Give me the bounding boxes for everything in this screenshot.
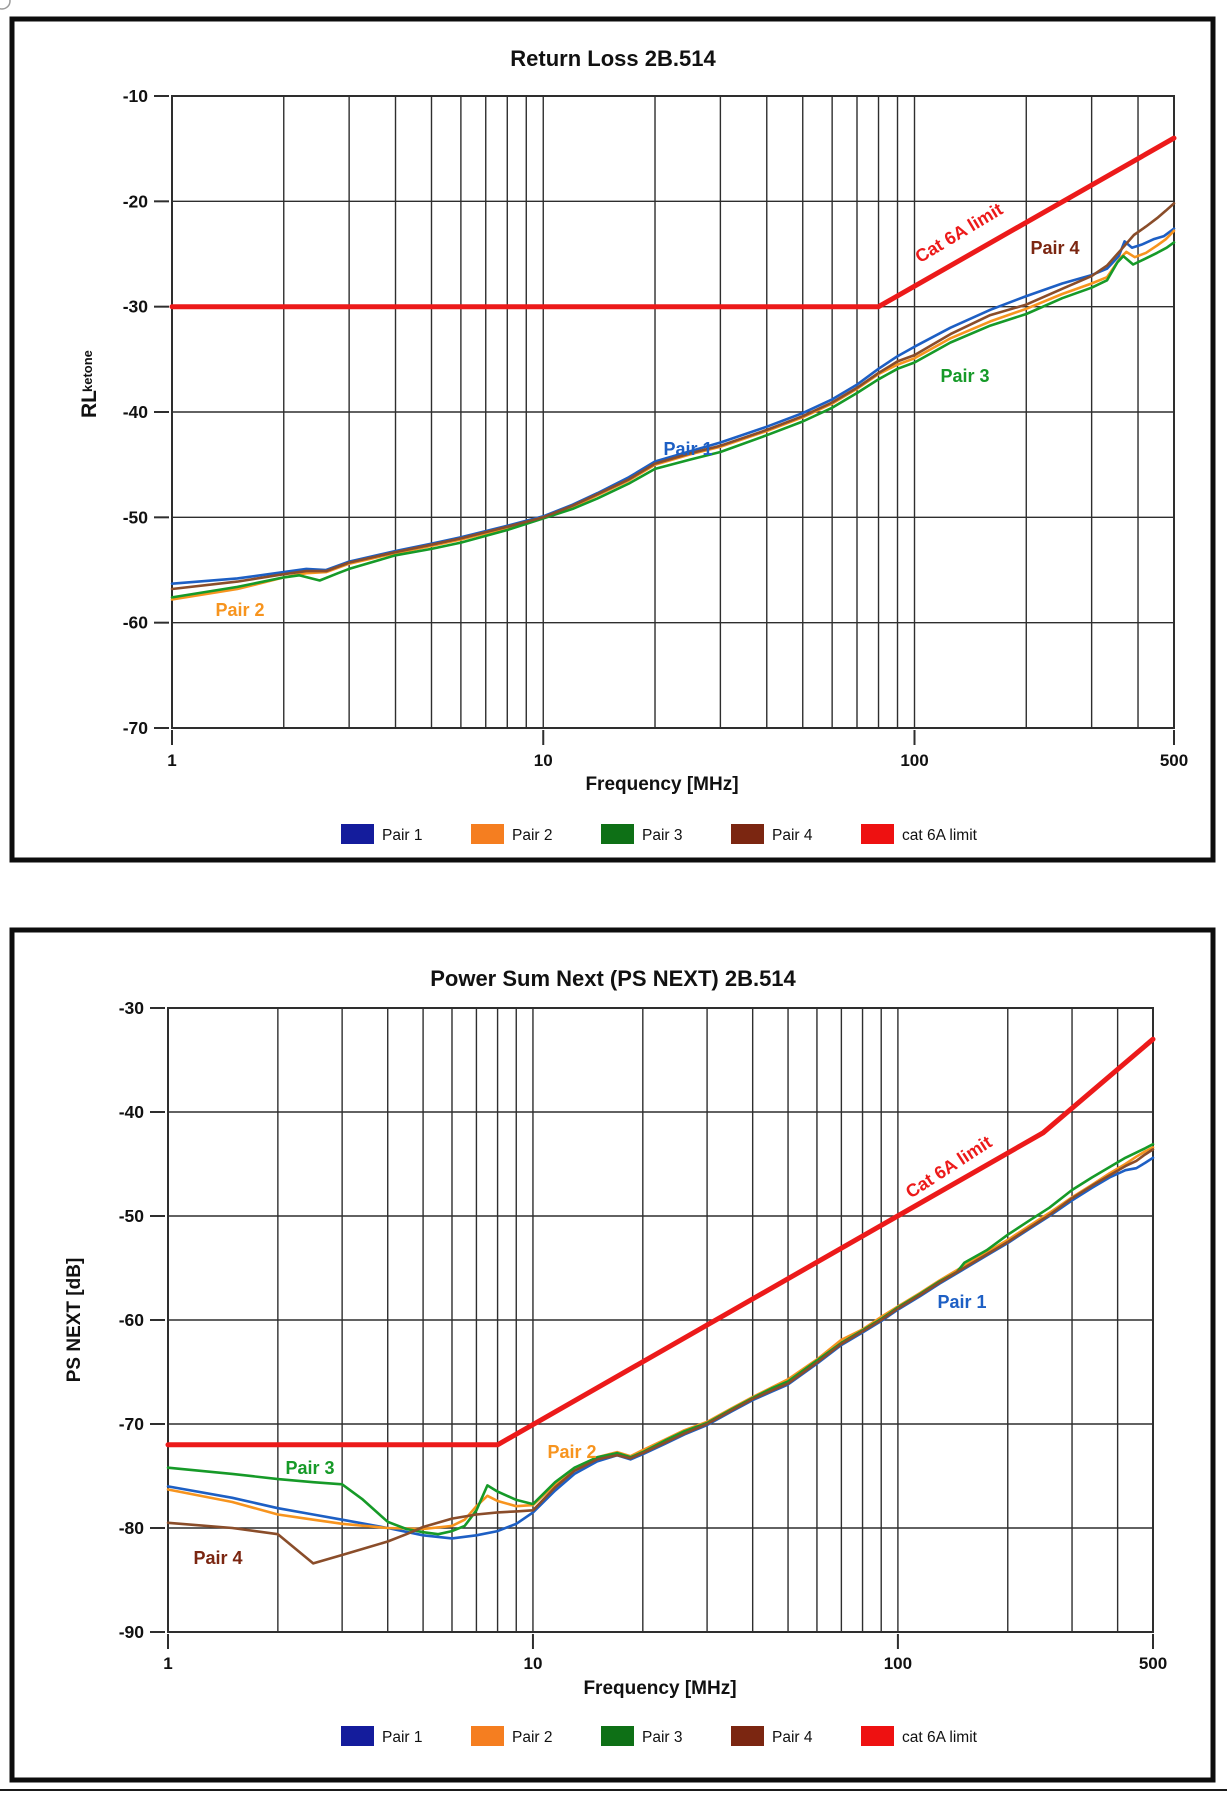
legend-swatch — [731, 824, 764, 844]
annotation-pair-4: Pair 4 — [1030, 238, 1079, 258]
legend-label: Pair 4 — [772, 1729, 813, 1746]
chart-title: Return Loss 2B.514 — [510, 46, 716, 71]
x-tick-label: 500 — [1160, 751, 1188, 770]
chart-frame — [9, 16, 1216, 863]
y-tick-label: -40 — [123, 402, 149, 422]
legend-item-pair-4: Pair 4 — [731, 824, 813, 844]
annotation-cat-6a-limit: Cat 6A limit — [912, 199, 1007, 267]
x-tick-label: 1 — [167, 751, 176, 770]
corner-circle-decoration — [0, 0, 11, 10]
y-tick-label: -30 — [123, 297, 149, 317]
x-tick-label: 500 — [1139, 1654, 1167, 1673]
x-axis-label: Frequency [MHz] — [583, 1678, 736, 1699]
y-tick-label: -20 — [123, 191, 149, 211]
series-line-pair-1 — [170, 227, 1176, 586]
legend-label: Pair 1 — [382, 1729, 423, 1746]
y-axis-label: RLketone — [78, 350, 101, 418]
legend-swatch — [341, 1726, 374, 1746]
y-tick-label: -40 — [119, 1102, 145, 1122]
annotation-pair-1: Pair 1 — [937, 1292, 986, 1312]
bottom-page-rule — [0, 1789, 1227, 1791]
legend-label: Pair 2 — [512, 1729, 553, 1746]
legend-swatch — [471, 1726, 504, 1746]
y-tick-label: -80 — [119, 1518, 145, 1538]
legend-label: Pair 3 — [642, 827, 683, 844]
annotation-pair-3: Pair 3 — [940, 366, 989, 386]
annotation-pair-1: Pair 1 — [663, 439, 712, 459]
legend-item-pair-1: Pair 1 — [341, 1726, 423, 1746]
x-tick-label: 100 — [900, 751, 928, 770]
series-line-cat-6a-limit — [165, 1036, 1156, 1448]
y-tick-label: -10 — [123, 86, 149, 106]
legend-item-pair-3: Pair 3 — [601, 824, 683, 844]
annotation-pair-3: Pair 3 — [285, 1458, 334, 1478]
legend-item-pair-2: Pair 2 — [471, 824, 553, 844]
legend-label: cat 6A limit — [902, 827, 978, 844]
x-tick-label: 1 — [163, 1654, 172, 1673]
y-tick-label: -90 — [119, 1622, 145, 1642]
legend-swatch — [601, 824, 634, 844]
legend-item-pair-1: Pair 1 — [341, 824, 423, 844]
legend-item-cat-6a-limit: cat 6A limit — [861, 1726, 978, 1746]
y-axis-label: PS NEXT [dB] — [64, 1258, 85, 1383]
plot-border — [171, 95, 1175, 729]
legend-item-pair-4: Pair 4 — [731, 1726, 813, 1746]
plot-border — [167, 1007, 1154, 1633]
legend-swatch — [471, 824, 504, 844]
y-tick-label: -60 — [123, 613, 149, 633]
legend-label: cat 6A limit — [902, 1729, 978, 1746]
legend-swatch — [601, 1726, 634, 1746]
legend-label: Pair 3 — [642, 1729, 683, 1746]
chart-title: Power Sum Next (PS NEXT) 2B.514 — [430, 966, 796, 991]
x-axis-label: Frequency [MHz] — [585, 774, 738, 795]
y-tick-label: -70 — [119, 1414, 145, 1434]
series-line-pair-4 — [166, 1148, 1155, 1565]
y-tick-label: -50 — [123, 507, 149, 527]
legend-label: Pair 1 — [382, 827, 423, 844]
series-line-pair-4 — [170, 202, 1176, 591]
legend-swatch — [861, 1726, 894, 1746]
legend-swatch — [861, 824, 894, 844]
legend-item-cat-6a-limit: cat 6A limit — [861, 824, 978, 844]
annotation-pair-4: Pair 4 — [193, 1548, 242, 1568]
annotation-pair-2: Pair 2 — [547, 1442, 596, 1462]
y-tick-label: -60 — [119, 1310, 145, 1330]
chart-1: Return Loss 2B.514 1 10 100 500 -10 -20 -30 -40 -… — [9, 16, 1216, 863]
annotation-pair-2: Pair 2 — [215, 600, 264, 620]
legend-swatch — [731, 1726, 764, 1746]
x-tick-label: 10 — [534, 751, 553, 770]
y-tick-label: -70 — [123, 718, 149, 738]
series-line-pair-2 — [170, 229, 1176, 601]
legend-label: Pair 4 — [772, 827, 813, 844]
chart-frame — [9, 927, 1216, 1783]
legend-item-pair-3: Pair 3 — [601, 1726, 683, 1746]
x-tick-label: 100 — [884, 1654, 912, 1673]
legend-item-pair-2: Pair 2 — [471, 1726, 553, 1746]
y-tick-label: -50 — [119, 1206, 145, 1226]
legend-label: Pair 2 — [512, 827, 553, 844]
series-line-cat-6a-limit — [169, 135, 1177, 310]
chart-2: Power Sum Next (PS NEXT) 2B.514 1 10 100 500… — [9, 927, 1216, 1783]
series-line-pair-3 — [166, 1142, 1155, 1536]
x-tick-label: 10 — [523, 1654, 542, 1673]
y-tick-label: -30 — [119, 998, 145, 1018]
series-line-pair-3 — [170, 241, 1176, 599]
legend-swatch — [341, 824, 374, 844]
